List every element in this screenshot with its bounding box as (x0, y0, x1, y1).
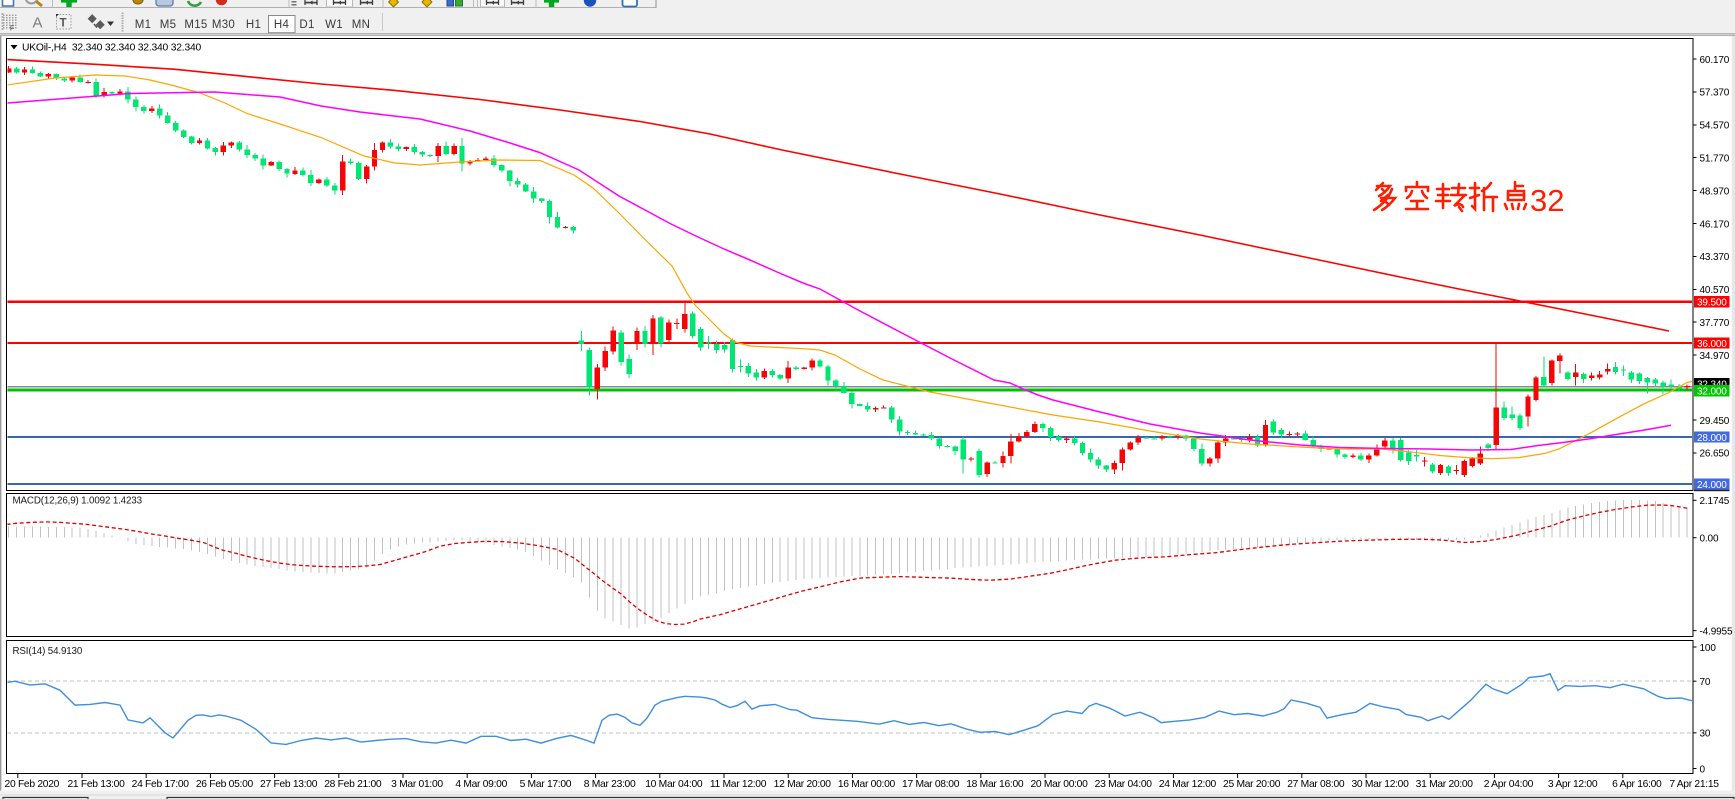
svg-text:46.170: 46.170 (1700, 219, 1730, 230)
svg-text:60.170: 60.170 (1700, 55, 1730, 66)
svg-text:20 Mar 00:00: 20 Mar 00:00 (1030, 779, 1088, 790)
svg-text:43.370: 43.370 (1700, 252, 1730, 263)
svg-text:37.770: 37.770 (1700, 318, 1730, 329)
svg-text:T: T (60, 18, 67, 30)
svg-text:29.450: 29.450 (1700, 416, 1730, 427)
svg-text:5 Mar 17:00: 5 Mar 17:00 (520, 779, 572, 790)
svg-text:28 Feb 21:00: 28 Feb 21:00 (324, 779, 382, 790)
svg-text:20 Feb 2020: 20 Feb 2020 (5, 779, 60, 790)
svg-text:3 Apr 12:00: 3 Apr 12:00 (1548, 779, 1598, 790)
svg-text:54.570: 54.570 (1700, 121, 1730, 132)
svg-text:11 Mar 12:00: 11 Mar 12:00 (710, 779, 767, 790)
svg-text:D1: D1 (299, 19, 314, 31)
svg-text:6 Apr 16:00: 6 Apr 16:00 (1612, 779, 1662, 790)
svg-text:34.970: 34.970 (1700, 351, 1730, 362)
svg-text:18 Mar 16:00: 18 Mar 16:00 (966, 779, 1024, 790)
svg-text:51.770: 51.770 (1700, 154, 1730, 165)
svg-text:30: 30 (1700, 729, 1711, 740)
svg-text:40.570: 40.570 (1700, 285, 1730, 296)
svg-text:24 Mar 12:00: 24 Mar 12:00 (1159, 779, 1217, 790)
svg-text:W1: W1 (325, 19, 343, 31)
svg-text:48.970: 48.970 (1700, 186, 1730, 197)
svg-text:17 Mar 08:00: 17 Mar 08:00 (902, 779, 960, 790)
svg-text:27 Feb 13:00: 27 Feb 13:00 (260, 779, 318, 790)
svg-text:2 Apr 04:00: 2 Apr 04:00 (1484, 779, 1534, 790)
svg-text:3 Mar 01:00: 3 Mar 01:00 (391, 779, 443, 790)
svg-text:MN: MN (352, 19, 371, 31)
svg-text:0.00: 0.00 (1700, 534, 1719, 545)
svg-text:-4.9955: -4.9955 (1700, 626, 1733, 637)
svg-text:M15: M15 (184, 19, 207, 31)
svg-text:26.650: 26.650 (1700, 449, 1730, 460)
svg-text:8 Mar 23:00: 8 Mar 23:00 (584, 779, 636, 790)
svg-text:12 Mar 20:00: 12 Mar 20:00 (774, 779, 832, 790)
svg-text:UKOil-,H4 32.340 32.340 32.34: UKOil-,H4 32.340 32.340 32.340 32.340 (22, 43, 201, 54)
svg-text:27 Mar 08:00: 27 Mar 08:00 (1287, 779, 1345, 790)
svg-text:28.000: 28.000 (1697, 433, 1727, 444)
svg-text:100: 100 (1700, 643, 1717, 654)
svg-text:F: F (10, 26, 14, 33)
svg-text:MACD(12,26,9) 1.0092 1.4233: MACD(12,26,9) 1.0092 1.4233 (13, 496, 143, 507)
svg-text:M5: M5 (160, 19, 177, 31)
svg-text:23 Mar 04:00: 23 Mar 04:00 (1095, 779, 1153, 790)
svg-text:24.000: 24.000 (1697, 480, 1727, 491)
svg-text:31 Mar 20:00: 31 Mar 20:00 (1416, 779, 1474, 790)
svg-text:16 Mar 00:00: 16 Mar 00:00 (838, 779, 896, 790)
svg-text:26 Feb 05:00: 26 Feb 05:00 (196, 779, 254, 790)
svg-text:24 Feb 17:00: 24 Feb 17:00 (132, 779, 190, 790)
svg-text:32: 32 (1530, 183, 1564, 218)
svg-text:M30: M30 (212, 19, 235, 31)
svg-text:39.500: 39.500 (1697, 298, 1727, 309)
svg-text:2.1745: 2.1745 (1700, 496, 1730, 507)
svg-text:7 Apr 21:15: 7 Apr 21:15 (1669, 779, 1719, 790)
svg-text:21 Feb 13:00: 21 Feb 13:00 (67, 779, 125, 790)
svg-text:25 Mar 20:00: 25 Mar 20:00 (1223, 779, 1281, 790)
svg-text:4 Mar 09:00: 4 Mar 09:00 (455, 779, 507, 790)
svg-text:32.000: 32.000 (1697, 387, 1727, 398)
svg-text:30 Mar 12:00: 30 Mar 12:00 (1351, 779, 1409, 790)
svg-text:70: 70 (1700, 677, 1711, 688)
svg-text:H4: H4 (274, 19, 290, 31)
svg-text:36.000: 36.000 (1697, 339, 1727, 350)
svg-text:A: A (33, 15, 43, 32)
svg-text:0: 0 (1700, 764, 1706, 775)
svg-text:H1: H1 (246, 19, 261, 31)
svg-text:M1: M1 (135, 19, 152, 31)
svg-text:10 Mar 04:00: 10 Mar 04:00 (645, 779, 703, 790)
svg-text:57.370: 57.370 (1700, 88, 1730, 99)
svg-text:RSI(14) 54.9130: RSI(14) 54.9130 (13, 646, 83, 657)
